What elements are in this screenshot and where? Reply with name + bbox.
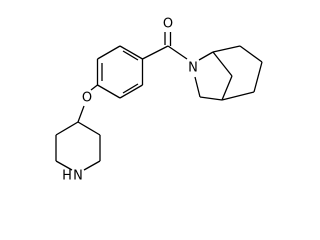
atom-label: O — [82, 91, 92, 106]
atom-label: N — [73, 169, 83, 184]
bonds — [55, 32, 263, 171]
atom-label: N — [188, 61, 198, 76]
atom-label: H — [62, 169, 72, 184]
atom-label: O — [163, 17, 173, 32]
molecule: O N O N H — [55, 17, 263, 184]
